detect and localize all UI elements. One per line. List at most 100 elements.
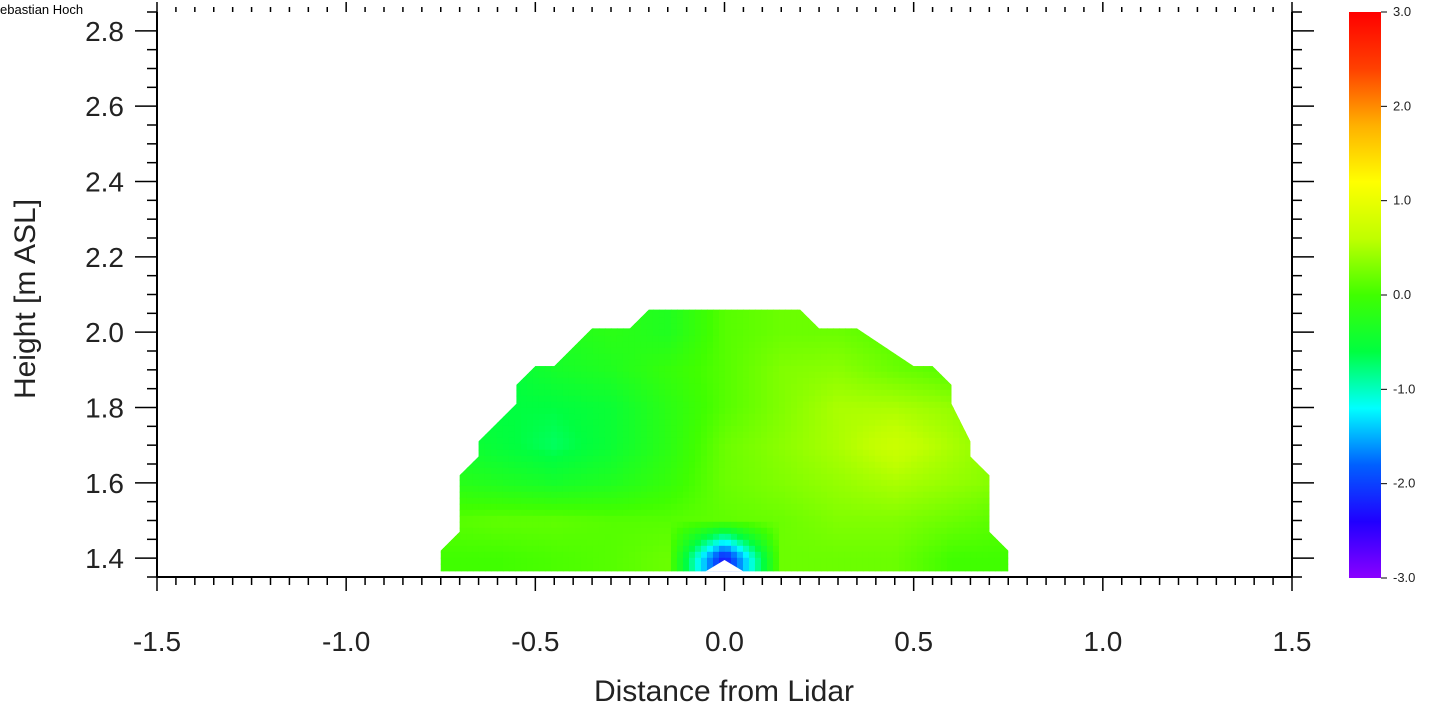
field-cell — [454, 557, 462, 565]
field-cell — [538, 359, 546, 367]
field-cell — [910, 383, 918, 391]
field-cell — [952, 383, 960, 391]
field-cell — [772, 347, 780, 355]
field-cell — [982, 545, 990, 553]
field-cell — [544, 491, 552, 499]
field-cell — [700, 359, 708, 367]
field-cell — [928, 485, 936, 493]
field-cell — [892, 515, 900, 523]
field-cell — [862, 503, 870, 511]
field-cell — [946, 395, 954, 403]
field-cell — [964, 461, 972, 469]
field-cell — [838, 545, 846, 553]
field-cell — [640, 443, 648, 451]
field-cell — [440, 407, 444, 415]
field-cell — [670, 383, 678, 391]
field-cell — [580, 329, 588, 337]
field-cell — [988, 309, 996, 313]
field-cell — [532, 539, 540, 547]
field-cell — [568, 527, 576, 535]
field-cell — [838, 413, 846, 421]
field-cell — [622, 539, 630, 547]
field-cell — [898, 509, 906, 517]
field-cell — [484, 347, 492, 355]
field-cell — [616, 533, 624, 541]
field-cell — [778, 569, 786, 572]
field-cell — [562, 521, 570, 529]
field-cell — [676, 317, 684, 325]
field-cell — [862, 491, 870, 499]
field-cell — [664, 377, 672, 385]
field-cell — [1006, 365, 1009, 373]
field-cell — [706, 521, 714, 529]
field-cell — [616, 413, 624, 421]
field-cell — [748, 449, 756, 457]
field-cell — [490, 359, 498, 367]
field-cell — [784, 329, 792, 337]
field-cell — [718, 323, 726, 331]
field-cell — [922, 479, 930, 487]
field-cell — [616, 353, 624, 361]
field-cell — [478, 491, 486, 499]
field-cell — [802, 309, 810, 313]
field-cell — [562, 323, 570, 331]
field-cell — [514, 359, 522, 367]
field-cell — [790, 413, 798, 421]
field-cell — [826, 437, 834, 445]
field-cell — [532, 521, 540, 529]
field-cell — [874, 431, 882, 439]
field-cell — [634, 329, 642, 337]
field-cell — [808, 467, 816, 475]
field-cell — [472, 455, 480, 463]
field-cell — [664, 317, 672, 325]
field-cell — [664, 569, 672, 572]
field-cell — [658, 359, 666, 367]
field-cell — [874, 545, 882, 553]
field-cell — [742, 467, 750, 475]
field-cell — [994, 401, 1002, 409]
field-cell — [562, 533, 570, 541]
field-cell — [718, 335, 726, 343]
field-cell — [556, 449, 564, 457]
field-cell — [838, 383, 846, 391]
field-cell — [958, 485, 966, 493]
field-cell — [934, 443, 942, 451]
field-cell — [838, 467, 846, 475]
field-cell — [718, 347, 726, 355]
field-cell — [466, 317, 474, 325]
field-cell — [970, 503, 978, 511]
field-cell — [682, 443, 690, 451]
field-cell — [646, 473, 654, 481]
field-cell — [664, 461, 672, 469]
field-cell — [496, 551, 504, 559]
field-cell — [622, 341, 630, 349]
field-cell — [544, 455, 552, 463]
field-cell — [508, 515, 516, 523]
field-cell — [820, 395, 828, 403]
field-cell — [760, 371, 768, 379]
field-cell — [964, 395, 972, 403]
field-cell — [994, 563, 1002, 571]
field-cell — [874, 551, 882, 559]
field-cell — [850, 479, 858, 487]
field-cell — [514, 323, 522, 331]
field-cell — [808, 371, 816, 379]
field-cell — [646, 311, 654, 319]
field-cell — [952, 317, 960, 325]
field-cell — [802, 527, 810, 535]
field-cell — [616, 335, 624, 343]
field-cell — [514, 539, 522, 547]
field-cell — [718, 551, 726, 559]
field-cell — [898, 527, 906, 535]
field-cell — [928, 503, 936, 511]
field-cell — [934, 437, 942, 445]
field-cell — [556, 317, 564, 325]
field-cell — [478, 521, 486, 529]
field-cell — [472, 431, 480, 439]
field-cell — [598, 491, 606, 499]
field-cell — [598, 467, 606, 475]
field-cell — [658, 527, 666, 535]
field-cell — [634, 413, 642, 421]
field-cell — [592, 545, 600, 553]
field-cell — [748, 509, 756, 517]
